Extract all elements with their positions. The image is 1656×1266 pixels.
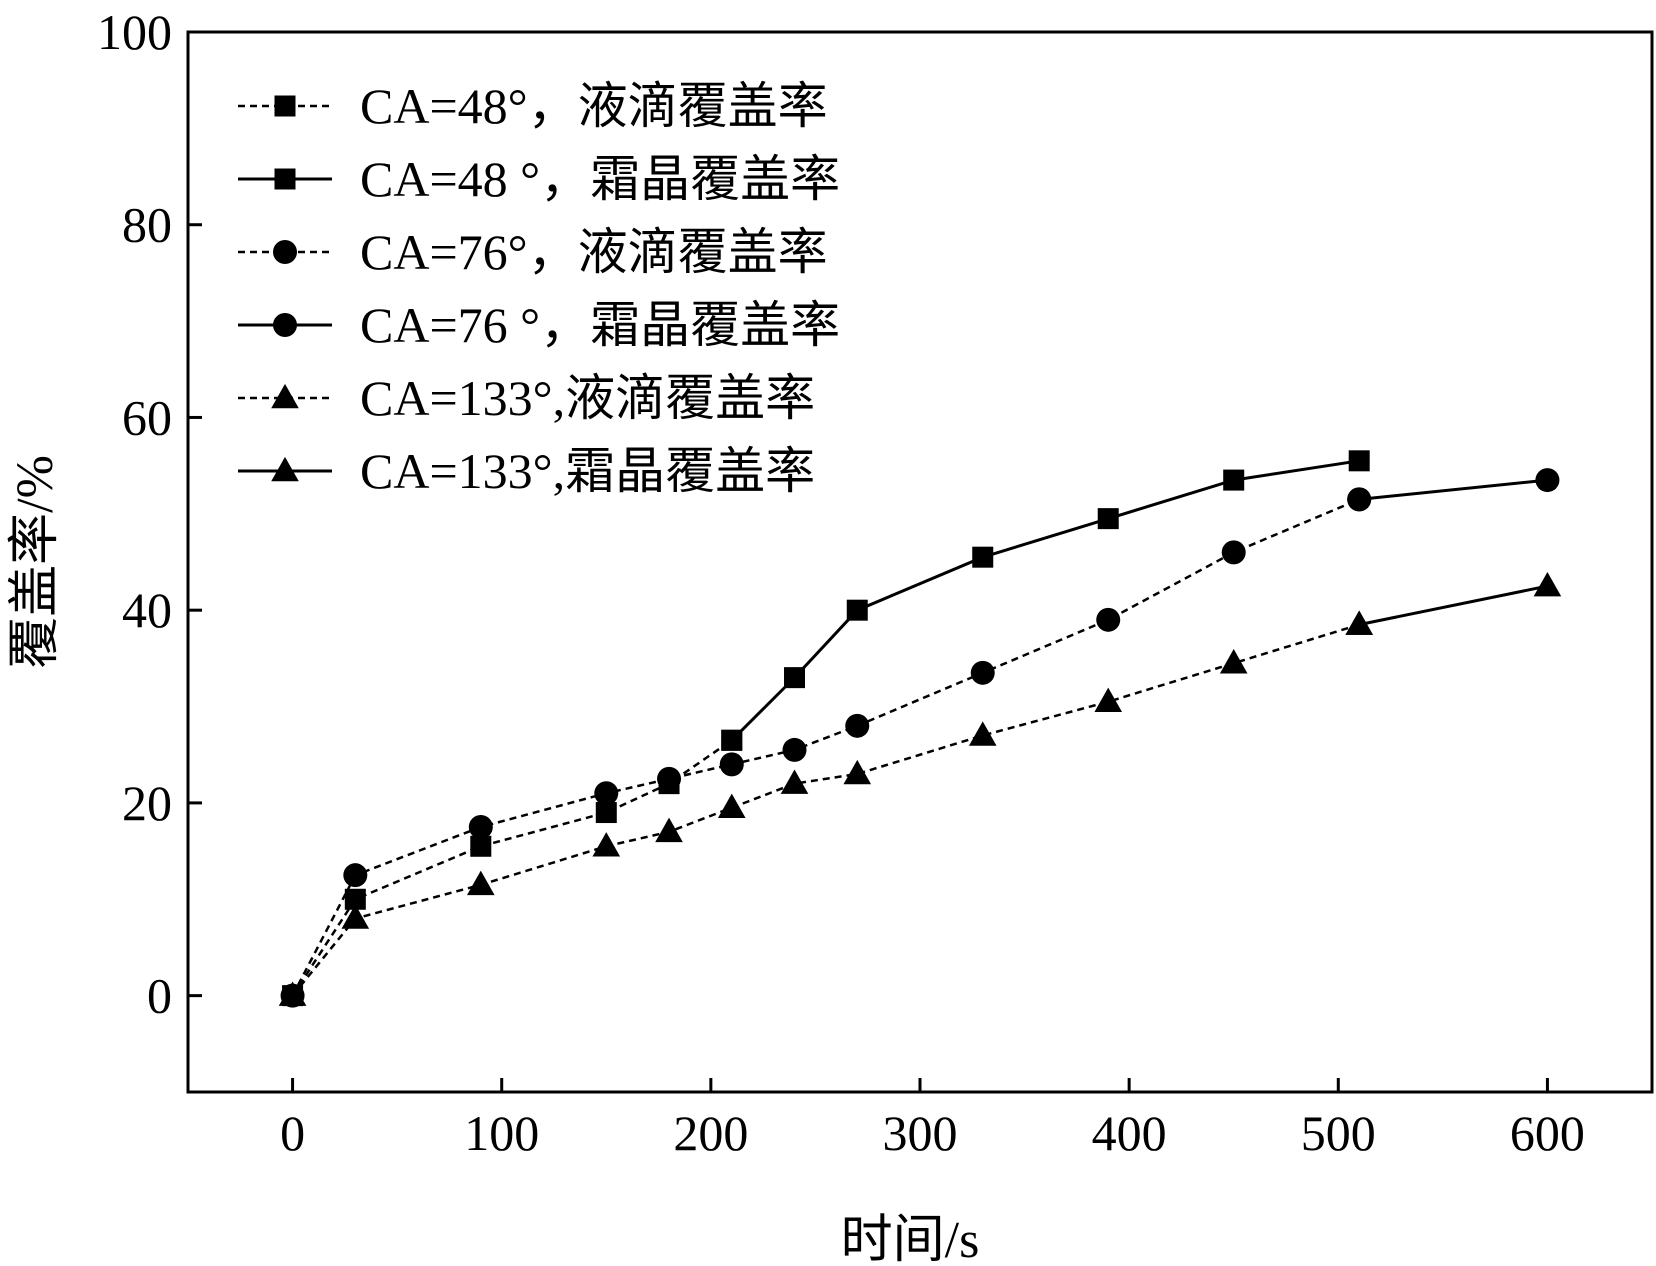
data-point-triangle (271, 383, 299, 409)
data-point-triangle (278, 981, 307, 1006)
legend-label: CA=76 °，霜晶覆盖率 (360, 297, 840, 353)
legend-label: CA=48 °，霜晶覆盖率 (360, 151, 840, 207)
y-tick-label: 40 (122, 582, 172, 638)
x-tick-label: 400 (1092, 1105, 1167, 1161)
data-point-square (470, 835, 492, 857)
data-point-triangle (1533, 571, 1562, 597)
data-point-square (972, 546, 994, 568)
data-point-triangle (717, 793, 746, 818)
data-point-square (721, 729, 743, 751)
data-point-square (274, 168, 296, 190)
legend-item: CA=48 °，霜晶覆盖率 (238, 151, 840, 207)
series-3 (280, 487, 1372, 1008)
series-line (730, 459, 1360, 742)
x-tick-label: 200 (673, 1105, 748, 1161)
data-point-triangle (271, 456, 299, 482)
data-point-square (1223, 469, 1245, 491)
x-tick-label: 300 (883, 1105, 958, 1161)
data-point-circle (594, 781, 619, 806)
legend-item: CA=76 °，霜晶覆盖率 (238, 297, 840, 353)
data-point-square (784, 667, 806, 689)
data-point-circle (970, 660, 995, 685)
axes: 0 100 200 300 400 500 600 0 20 40 60 80 100 (97, 4, 1585, 1161)
data-point-triangle (780, 769, 809, 794)
series-2 (721, 450, 1370, 751)
x-axis-title: 时间/s (841, 1212, 980, 1266)
legend: CA=48°，液滴覆盖率 CA=48 °，霜晶覆盖率 CA=76°，液滴覆盖率 CA=… (238, 78, 840, 499)
y-axis-title: 覆盖率/% (7, 455, 64, 669)
legend-label: CA=133°,霜晶覆盖率 (360, 443, 815, 499)
data-point-circle (719, 752, 744, 777)
y-tick-label: 80 (122, 197, 172, 253)
y-tick-label: 100 (97, 4, 172, 60)
data-point-square (1097, 508, 1119, 530)
data-point-triangle (1219, 649, 1248, 674)
y-tick-label: 60 (122, 389, 172, 445)
legend-label: CA=76°，液滴覆盖率 (360, 224, 828, 280)
series-line (291, 498, 1360, 997)
data-point-circle (782, 737, 807, 762)
data-point-triangle (843, 759, 872, 785)
x-tick-label: 600 (1510, 1105, 1585, 1161)
y-tick-label: 0 (147, 968, 172, 1024)
legend-item: CA=48°，液滴覆盖率 (238, 78, 828, 134)
data-point-triangle (655, 817, 683, 843)
data-point-triangle (592, 832, 621, 857)
y-tick-label: 20 (122, 775, 172, 831)
data-point-circle (273, 313, 297, 337)
x-tick-label: 0 (280, 1105, 305, 1161)
data-point-triangle (1094, 687, 1123, 712)
data-point-circle (468, 815, 493, 839)
data-point-circle (845, 713, 870, 738)
data-point-square (846, 599, 868, 621)
x-tick-label: 500 (1301, 1105, 1376, 1161)
data-point-circle (273, 240, 297, 264)
legend-item: CA=133°,液滴覆盖率 (238, 370, 815, 426)
data-point-triangle (968, 721, 997, 746)
series-line (1358, 584, 1548, 627)
data-point-square (344, 888, 366, 910)
data-point-triangle (1345, 610, 1373, 635)
legend-label: CA=48°，液滴覆盖率 (360, 78, 828, 134)
data-point-circle (1096, 607, 1121, 632)
series-layer (278, 450, 1562, 1008)
data-point-circle (1347, 487, 1372, 512)
data-point-square (274, 95, 296, 117)
data-point-circle (657, 766, 682, 791)
series-4 (1347, 468, 1560, 512)
series-6 (1345, 571, 1562, 635)
data-point-square (1348, 450, 1370, 472)
legend-item: CA=133°,霜晶覆盖率 (238, 443, 815, 499)
data-point-triangle (341, 904, 370, 929)
legend-item: CA=76°，液滴覆盖率 (238, 224, 828, 280)
data-point-square (595, 802, 617, 824)
series-5 (278, 610, 1373, 1006)
data-point-triangle (467, 870, 495, 896)
legend-label: CA=133°,液滴覆盖率 (360, 370, 815, 426)
data-point-circle (343, 863, 368, 888)
series-line (291, 623, 1360, 997)
series-line (1359, 478, 1548, 501)
x-tick-label: 100 (464, 1105, 539, 1161)
data-point-circle (1535, 468, 1560, 493)
data-point-circle (1221, 540, 1246, 565)
